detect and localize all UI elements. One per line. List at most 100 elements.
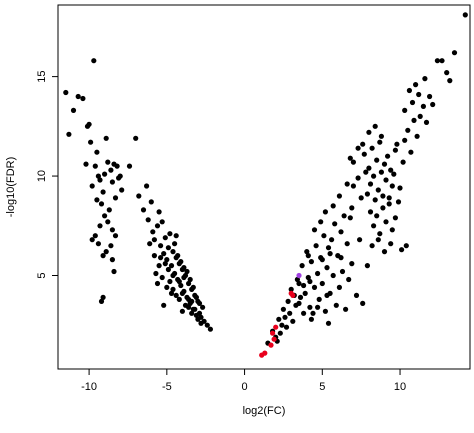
data-point-0-16 — [102, 171, 108, 177]
data-point-0-266 — [360, 141, 366, 147]
data-point-0-144 — [308, 259, 314, 265]
data-point-0-264 — [392, 147, 398, 153]
data-point-0-13 — [89, 183, 95, 189]
data-point-0-259 — [413, 82, 419, 88]
data-point-0-151 — [319, 280, 325, 287]
data-point-0-132 — [282, 314, 288, 320]
data-point-0-43 — [98, 298, 105, 304]
data-point-0-200 — [319, 257, 325, 263]
data-point-0-54 — [154, 223, 161, 229]
data-point-0-137 — [294, 276, 300, 283]
data-point-0-86 — [207, 326, 213, 332]
x-tick-label-3: 5 — [319, 381, 325, 393]
x-tick-label-0: -10 — [81, 381, 97, 393]
data-point-0-181 — [307, 278, 313, 285]
data-point-0-15 — [100, 189, 106, 195]
data-point-0-55 — [156, 209, 162, 215]
data-point-0-121 — [151, 253, 157, 259]
data-point-0-9 — [91, 58, 97, 64]
data-point-0-162 — [336, 284, 342, 290]
data-point-0-183 — [290, 318, 296, 324]
data-point-0-42 — [119, 187, 125, 193]
data-point-0-33 — [103, 249, 109, 255]
data-point-0-216 — [381, 161, 388, 167]
data-point-0-22 — [112, 195, 119, 201]
data-point-0-234 — [392, 215, 398, 221]
data-point-0-269 — [350, 159, 356, 165]
data-point-0-38 — [100, 253, 106, 259]
data-point-0-125 — [189, 298, 195, 304]
data-point-0-197 — [308, 316, 314, 322]
data-point-0-12 — [95, 173, 101, 179]
data-point-0-239 — [405, 127, 411, 133]
data-point-0-175 — [360, 300, 366, 306]
data-point-0-240 — [408, 149, 414, 155]
data-point-0-31 — [112, 233, 119, 239]
data-point-0-238 — [402, 137, 408, 143]
data-point-0-224 — [374, 213, 380, 219]
data-point-0-230 — [369, 243, 375, 249]
data-point-0-141 — [304, 249, 310, 255]
data-point-0-117 — [179, 308, 185, 314]
data-point-0-11 — [92, 163, 98, 169]
data-point-0-243 — [417, 113, 423, 119]
data-point-0-47 — [136, 193, 142, 199]
data-point-0-271 — [355, 145, 361, 151]
data-point-0-37 — [95, 241, 101, 247]
data-point-0-8 — [83, 161, 89, 167]
data-point-0-188 — [322, 209, 328, 215]
data-point-0-209 — [371, 173, 377, 179]
data-point-0-89 — [159, 274, 165, 281]
data-point-0-164 — [339, 268, 346, 275]
data-point-0-106 — [184, 268, 190, 275]
data-point-0-208 — [369, 145, 375, 151]
data-point-0-122 — [147, 241, 153, 247]
data-point-0-14 — [97, 177, 103, 183]
data-point-0-124 — [176, 278, 182, 285]
data-point-0-252 — [451, 50, 458, 56]
data-point-0-147 — [313, 243, 319, 249]
data-point-0-59 — [162, 235, 168, 241]
data-point-0-157 — [329, 237, 335, 243]
data-point-1-5 — [273, 324, 279, 330]
data-point-0-34 — [97, 223, 103, 229]
data-point-0-107 — [165, 266, 171, 273]
x-tick-label-4: 10 — [394, 381, 406, 393]
data-point-0-119 — [181, 274, 187, 281]
data-point-0-227 — [383, 219, 389, 225]
data-point-0-29 — [105, 219, 111, 225]
data-point-0-248 — [434, 58, 440, 64]
data-point-0-49 — [144, 183, 150, 189]
data-point-0-61 — [165, 245, 171, 251]
data-point-0-142 — [305, 274, 311, 281]
data-point-0-179 — [297, 294, 304, 300]
data-point-0-153 — [322, 308, 328, 314]
data-point-0-169 — [347, 215, 353, 221]
data-point-0-139 — [299, 263, 305, 269]
data-point-0-152 — [321, 233, 327, 239]
data-point-0-25 — [98, 201, 105, 207]
data-point-0-57 — [159, 219, 165, 225]
data-point-0-236 — [397, 185, 403, 191]
data-point-0-219 — [386, 201, 392, 207]
data-point-0-130 — [279, 322, 285, 328]
data-point-0-172 — [353, 292, 360, 298]
data-point-0-10 — [94, 149, 100, 155]
data-point-0-177 — [364, 263, 370, 269]
data-point-0-51 — [148, 199, 154, 205]
data-point-0-85 — [204, 322, 210, 328]
data-point-0-231 — [375, 237, 381, 243]
data-point-0-103 — [175, 253, 181, 259]
data-point-0-174 — [358, 195, 364, 201]
data-point-0-97 — [186, 304, 192, 310]
data-point-0-235 — [395, 199, 402, 205]
data-point-1-7 — [288, 290, 294, 296]
x-axis: -10 -5 0 5 10 — [81, 369, 406, 393]
data-point-0-222 — [367, 209, 374, 215]
data-point-0-100 — [195, 316, 201, 322]
data-point-0-60 — [164, 257, 170, 263]
data-point-0-204 — [361, 151, 367, 157]
data-point-0-62 — [167, 231, 173, 237]
data-point-0-27 — [106, 207, 112, 213]
